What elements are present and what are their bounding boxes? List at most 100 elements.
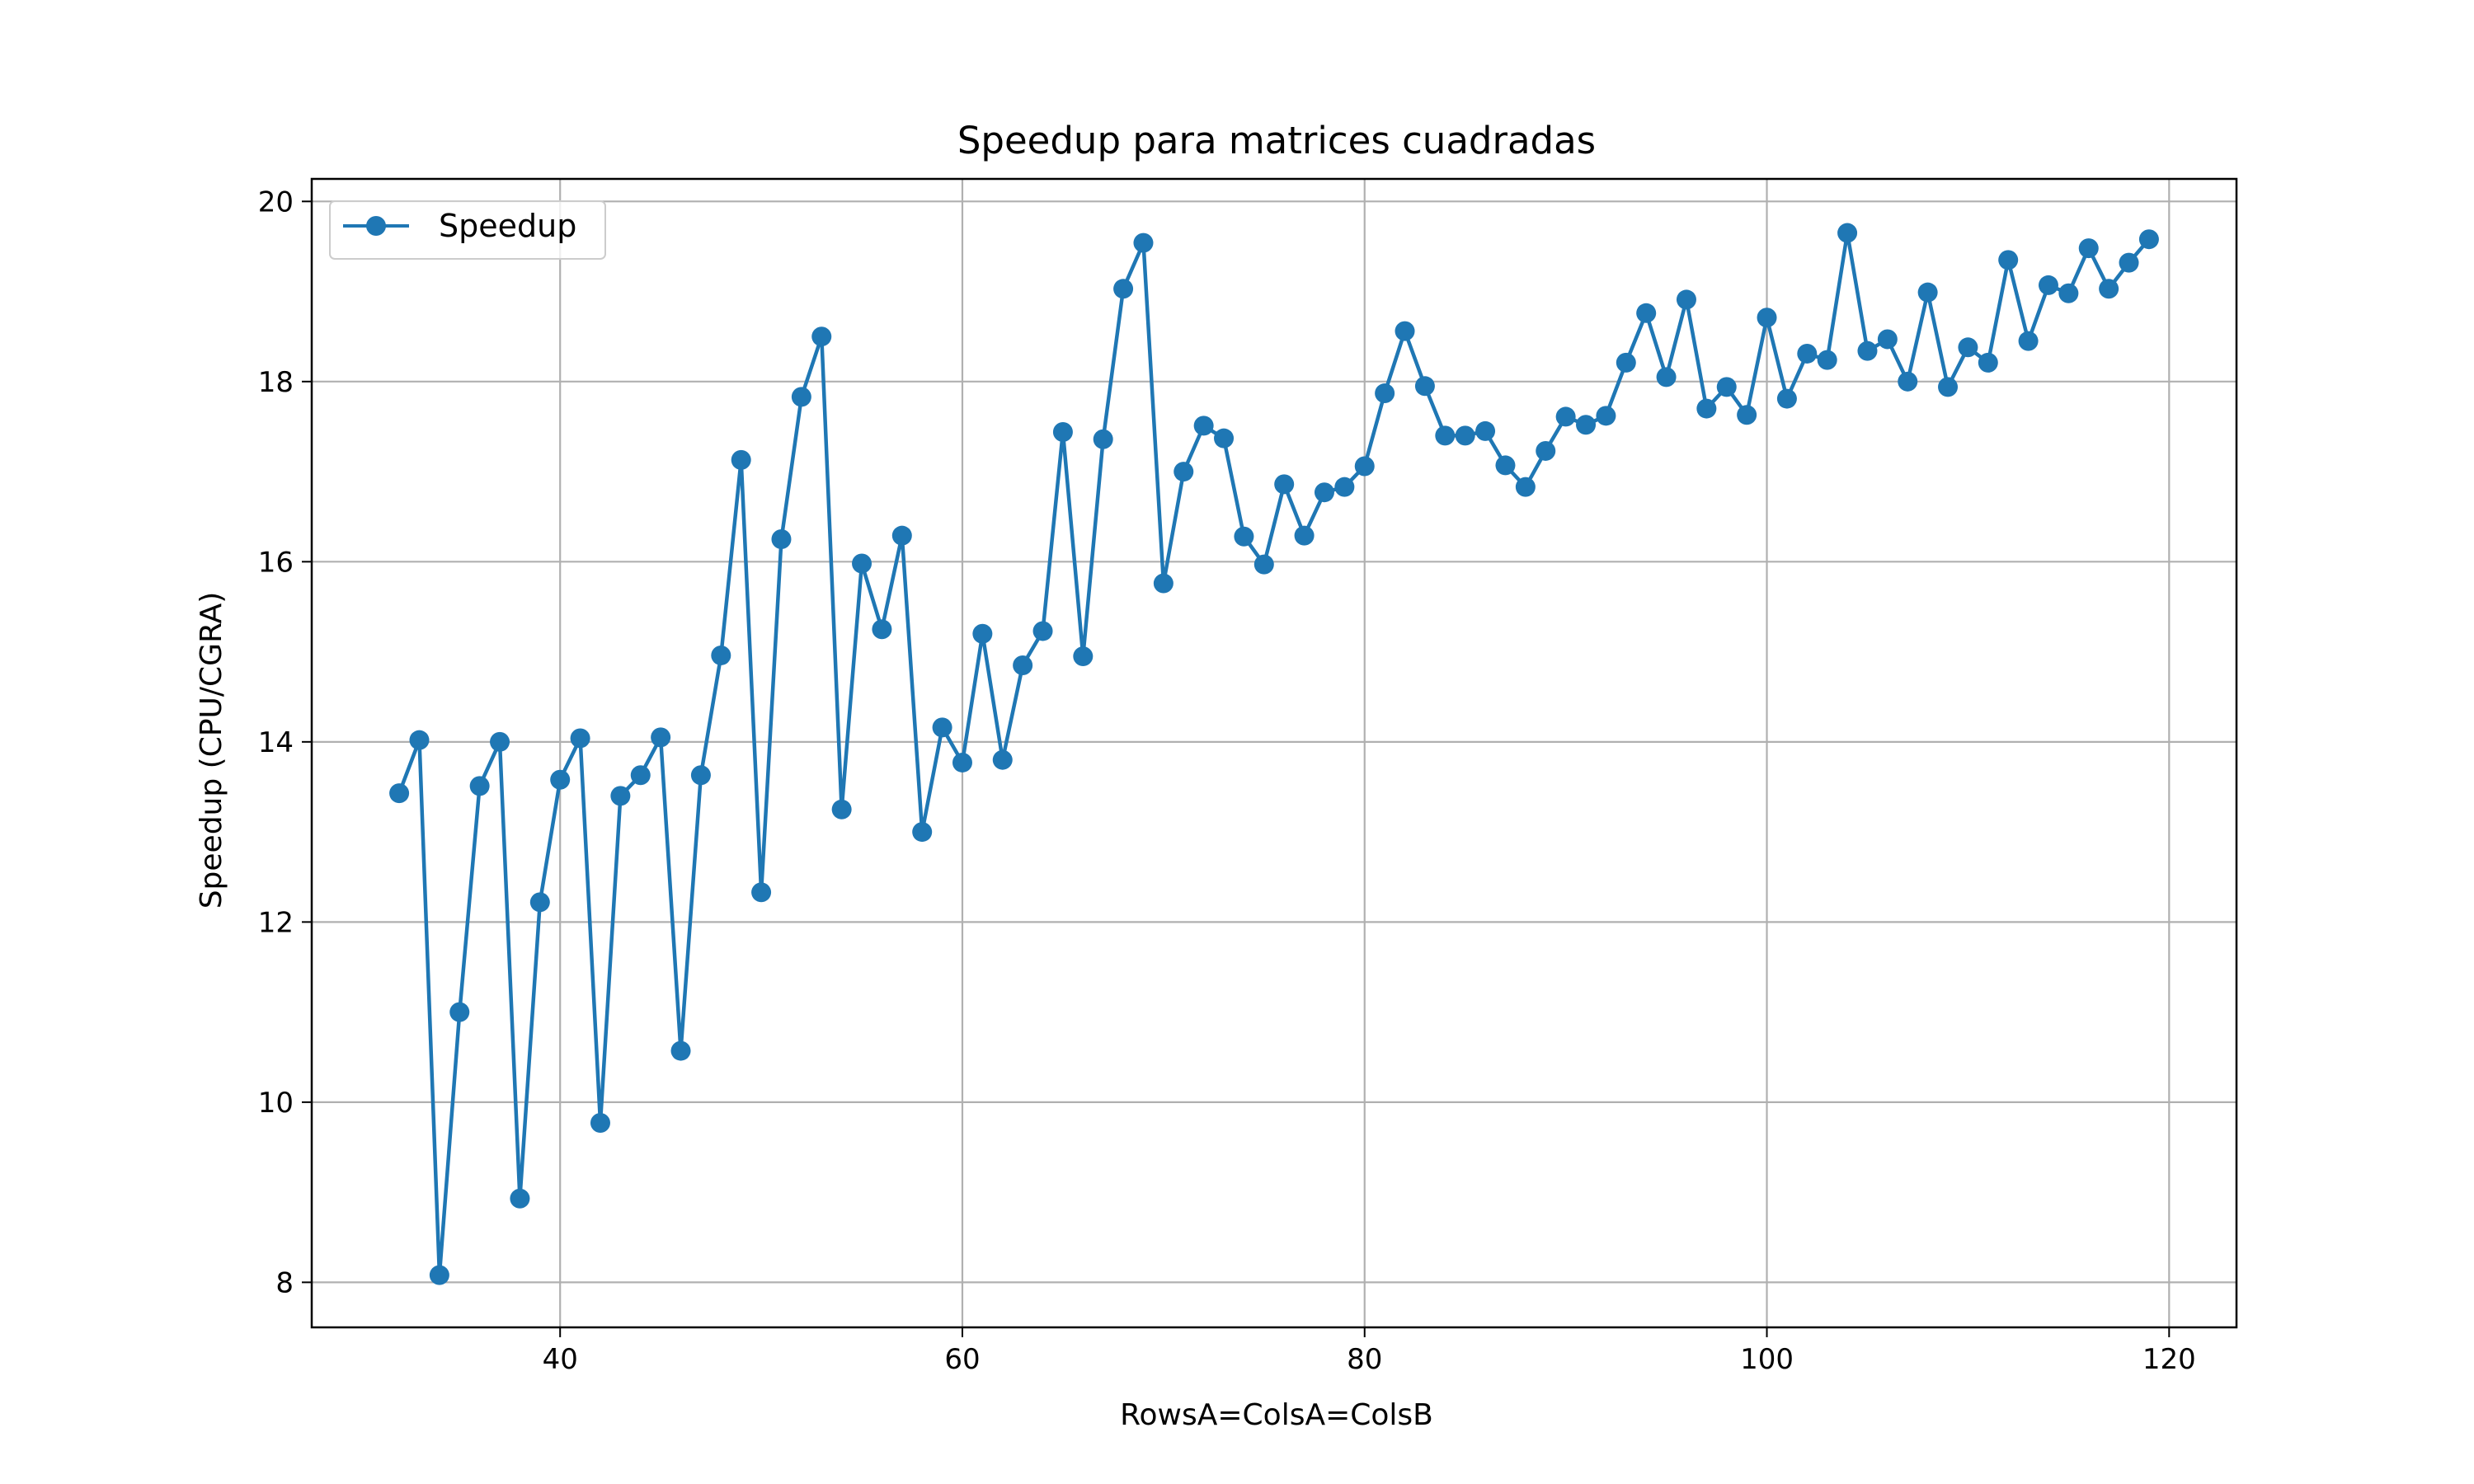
y-axis: 8 10 12 14 16 18 20	[258, 186, 312, 1299]
data-point	[1193, 416, 1214, 436]
data-point	[1375, 383, 1395, 404]
data-point	[570, 728, 590, 749]
series-speedup	[389, 223, 2159, 1285]
data-point	[1253, 554, 1274, 575]
data-point	[872, 619, 892, 640]
data-point	[1938, 377, 1959, 397]
data-point	[1274, 474, 1295, 495]
data-point	[1013, 655, 1033, 675]
data-point	[1958, 337, 1978, 358]
data-point	[449, 1002, 470, 1022]
data-point	[1898, 371, 1918, 392]
data-point	[469, 776, 490, 796]
y-tick-label: 18	[258, 366, 294, 399]
data-point	[2038, 275, 2058, 295]
data-point	[1515, 477, 1536, 497]
x-axis: 40 60 80 100 120	[543, 1327, 2196, 1376]
legend-marker-icon	[366, 216, 386, 236]
data-point	[1656, 367, 1677, 387]
y-tick-label: 12	[258, 906, 294, 939]
data-point	[2018, 331, 2039, 351]
data-point	[771, 529, 792, 550]
data-point	[1616, 352, 1636, 373]
y-axis-label: Speedup (CPU/CGRA)	[195, 592, 228, 909]
chart-title: Speedup para matrices cuadradas	[957, 119, 1596, 162]
data-point	[1576, 415, 1597, 435]
data-point	[2119, 252, 2139, 273]
data-point	[651, 727, 671, 748]
data-point	[912, 822, 933, 843]
data-point	[630, 765, 651, 786]
data-point	[1133, 232, 1154, 253]
data-point	[1716, 377, 1737, 397]
data-point	[891, 525, 912, 546]
data-point	[1737, 405, 1757, 425]
data-point	[811, 326, 832, 347]
data-point	[529, 892, 550, 913]
data-point	[1314, 482, 1334, 503]
data-point	[610, 786, 631, 806]
data-point	[1536, 440, 1556, 461]
data-point	[791, 387, 811, 407]
data-point	[1495, 455, 1516, 476]
data-point	[852, 553, 872, 574]
x-tick-label: 60	[944, 1343, 980, 1376]
data-point	[2099, 279, 2119, 299]
data-point	[1234, 526, 1254, 547]
data-point	[952, 752, 972, 773]
data-point	[2138, 229, 2159, 250]
data-point	[1596, 406, 1616, 426]
data-point	[1032, 621, 1053, 641]
data-point	[1414, 376, 1435, 397]
data-point	[1174, 462, 1194, 482]
data-point	[670, 1040, 691, 1061]
data-point	[1817, 350, 1837, 370]
data-point	[1776, 388, 1797, 409]
data-point	[2078, 238, 2099, 259]
data-point	[389, 783, 410, 804]
data-point	[510, 1188, 530, 1209]
data-point	[1294, 525, 1315, 546]
data-point	[1837, 223, 1858, 243]
data-point	[1696, 398, 1717, 419]
data-point	[1153, 573, 1174, 594]
data-point	[1475, 420, 1496, 441]
data-point	[711, 645, 731, 665]
data-point	[429, 1265, 449, 1285]
data-point	[1073, 646, 1094, 667]
data-point	[1052, 422, 1073, 443]
data-point	[1555, 406, 1576, 427]
y-tick-label: 8	[275, 1266, 294, 1299]
plot-frame	[310, 177, 2238, 1329]
data-point	[731, 449, 751, 470]
data-point	[1917, 282, 1938, 303]
data-point	[550, 769, 571, 790]
data-point	[1978, 352, 1998, 373]
data-point	[1998, 250, 2019, 270]
data-point	[831, 799, 852, 819]
data-point	[1636, 303, 1657, 323]
data-point	[1334, 477, 1355, 497]
data-point	[1857, 340, 1878, 361]
data-point	[490, 731, 510, 752]
data-point	[2058, 283, 2079, 303]
data-point	[1797, 343, 1818, 364]
data-point	[972, 623, 993, 644]
data-point	[590, 1112, 610, 1133]
x-tick-label: 80	[1347, 1343, 1382, 1376]
y-tick-label: 20	[258, 186, 294, 218]
data-point	[409, 730, 430, 750]
series-line	[397, 231, 2151, 1277]
data-point	[1395, 321, 1415, 341]
legend: Speedup	[329, 200, 606, 260]
data-point	[932, 717, 952, 738]
legend-label-speedup: Speedup	[439, 208, 576, 244]
y-tick-label: 16	[258, 546, 294, 579]
y-tick-label: 10	[258, 1087, 294, 1120]
data-point	[1455, 425, 1475, 446]
x-axis-label: RowsA=ColsA=ColsB	[1120, 1398, 1433, 1432]
x-tick-label: 100	[1740, 1343, 1794, 1376]
data-point	[690, 765, 711, 786]
data-point	[1757, 308, 1777, 328]
x-tick-label: 120	[2142, 1343, 2196, 1376]
